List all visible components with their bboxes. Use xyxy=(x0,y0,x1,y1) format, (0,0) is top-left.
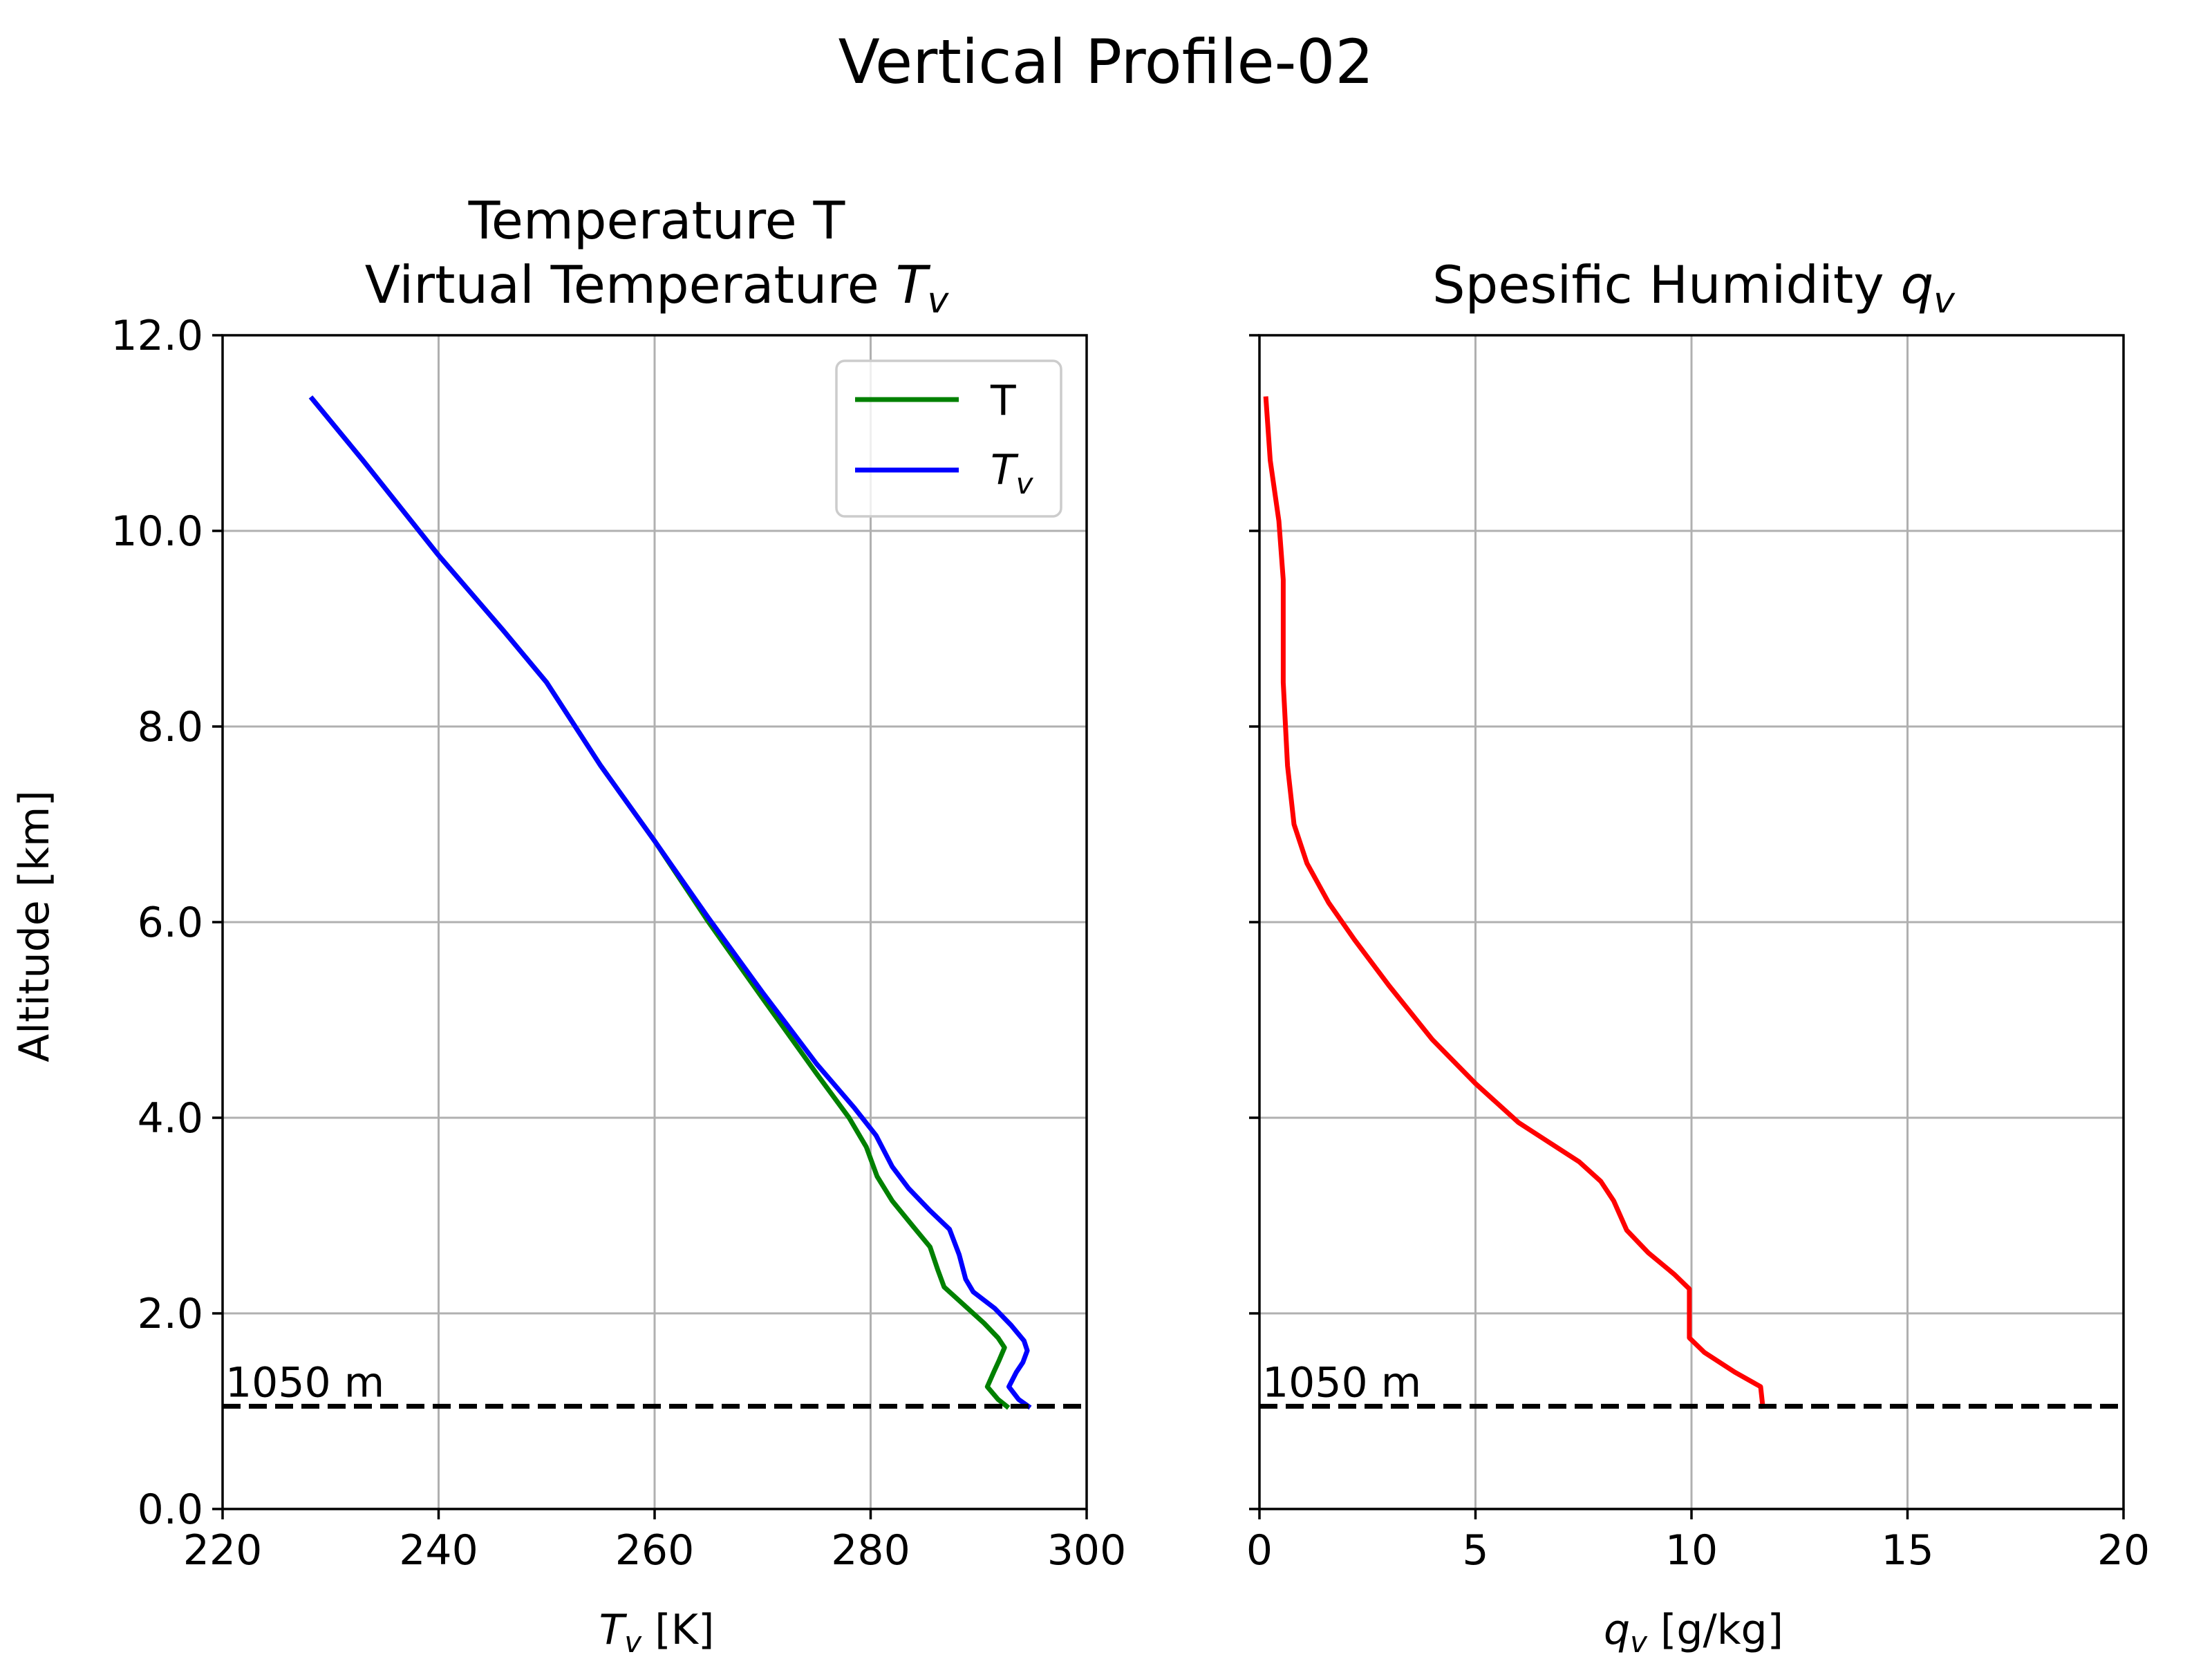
humidity-x-axis-label: qv [g/kg] xyxy=(1604,1606,1783,1659)
humidity-1050m-label: 1050 m xyxy=(1262,1358,1421,1407)
humidity-x-tick-label: 20 xyxy=(2097,1526,2150,1575)
y-axis-label: Altitude [km] xyxy=(10,790,59,1062)
temperature-panel: Temperature T Virtual Temperature Tv 105… xyxy=(111,190,1126,1659)
temperature-x-tick-label: 240 xyxy=(399,1526,478,1575)
temperature-y-tick-label: 10.0 xyxy=(111,507,203,556)
humidity-panel-title: Spesific Humidity qv xyxy=(1432,254,1956,321)
legend-label-T: T xyxy=(990,377,1016,425)
humidity-x-tick-label: 5 xyxy=(1462,1526,1488,1575)
temperature-x-tick-label: 280 xyxy=(831,1526,910,1575)
temperature-x-tick-label: 300 xyxy=(1047,1526,1127,1575)
humidity-series-line-0 xyxy=(1263,396,1765,1409)
humidity-x-tick-label: 10 xyxy=(1665,1526,1718,1575)
temperature-x-axis-label: Tv [K] xyxy=(599,1606,715,1659)
temperature-y-tick-label: 2.0 xyxy=(138,1290,203,1338)
temperature-ticks: 220 240 260 280 300 0.0 2.0 4.0 6.0 8.0 10.0 12.0 xyxy=(111,312,1126,1575)
humidity-x-tick-label: 0 xyxy=(1246,1526,1273,1575)
temperature-lines xyxy=(308,395,1032,1410)
temperature-y-tick-label: 6.0 xyxy=(138,899,203,947)
humidity-panel: Spesific Humidity qv 1050 m 0 5 10 15 20 qv … xyxy=(1246,254,2150,1659)
legend-label-Tv: Tv xyxy=(991,446,1034,500)
temperature-y-tick-label: 4.0 xyxy=(138,1094,203,1143)
humidity-lines xyxy=(1263,396,1765,1409)
temperature-y-tick-label: 8.0 xyxy=(138,703,203,751)
figure-title: Vertical Profile-02 xyxy=(838,26,1374,97)
temperature-panel-title-line2: Virtual Temperature Tv xyxy=(365,254,950,321)
humidity-ticks: 0 5 10 15 20 xyxy=(1246,334,2150,1575)
temperature-x-tick-label: 260 xyxy=(615,1526,695,1575)
temperature-legend: T Tv xyxy=(835,359,1062,518)
temperature-1050m-label: 1050 m xyxy=(225,1358,384,1407)
temperature-x-tick-label: 220 xyxy=(183,1526,263,1575)
temperature-series-line-1 xyxy=(308,395,1032,1410)
temperature-y-tick-label: 12.0 xyxy=(111,312,203,360)
temperature-panel-title-line1: Temperature T xyxy=(468,190,846,251)
temperature-y-tick-label: 0.0 xyxy=(138,1485,203,1534)
humidity-x-tick-label: 15 xyxy=(1881,1526,1933,1575)
